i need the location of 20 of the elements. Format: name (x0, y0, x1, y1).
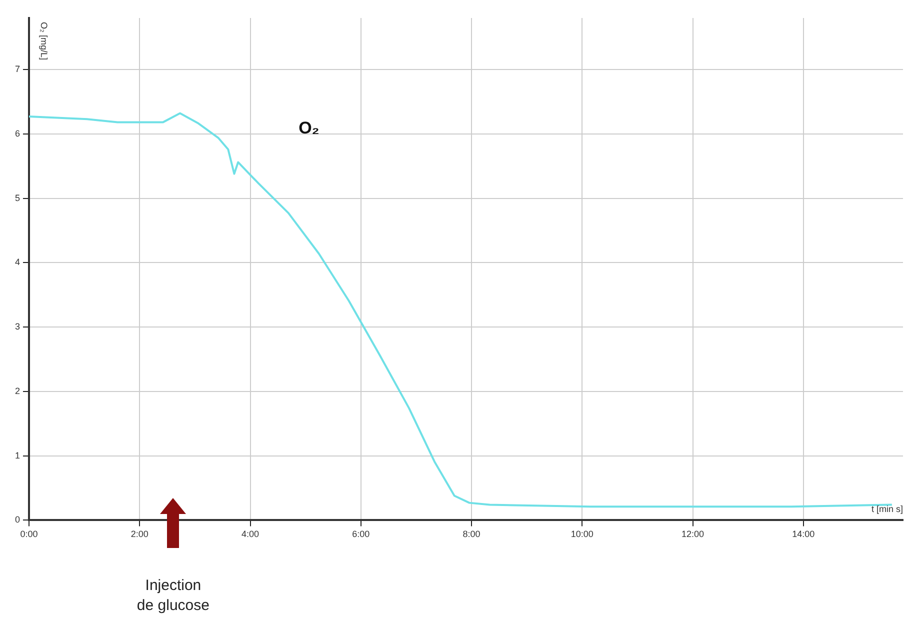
text: Injection de glucose (136, 577, 210, 614)
y-tick-label: 6 (14, 128, 20, 138)
x-tick-label: 12:00 (682, 529, 704, 540)
x-tick-label: 0:00 (20, 529, 38, 540)
x-tick-label: 6:00 (352, 529, 370, 540)
y-tick-label: 7 (14, 64, 20, 74)
y-tick-label: 0 (14, 514, 20, 525)
x-tick-label: 8:00 (462, 529, 480, 540)
x-tick-label: 14:00 (792, 529, 815, 540)
text: O₂ (298, 118, 320, 138)
y-tick-label: 2 (14, 386, 20, 396)
y-tick-label: 4 (14, 257, 20, 268)
y-axis-title: O₂ [mg/L] (39, 22, 50, 60)
y-tick-label: 5 (14, 192, 20, 203)
x-axis-title: t [min s] (871, 504, 903, 514)
y-tick-label: 3 (14, 322, 20, 332)
x-tick-label: 10:00 (570, 529, 594, 540)
x-tick-label: 2:00 (130, 529, 148, 540)
x-tick-label: 4:00 (242, 529, 260, 540)
y-tick-label: 1 (14, 450, 20, 460)
